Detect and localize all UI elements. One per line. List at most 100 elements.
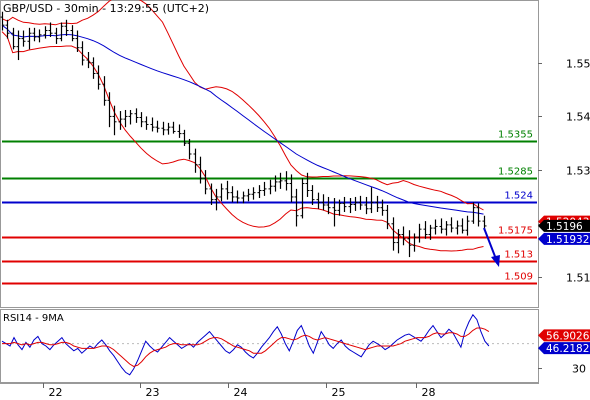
- candle: [193, 148, 198, 173]
- candle: [273, 175, 278, 192]
- candle: [0, 11, 5, 31]
- candle: [342, 196, 347, 212]
- x-tick-label: 24: [234, 386, 248, 399]
- candle: [107, 92, 112, 128]
- candle: [326, 196, 331, 215]
- rsi-title: RSI14 - 9MA: [3, 313, 64, 324]
- level-label: 1.509: [504, 272, 533, 283]
- candle: [439, 218, 444, 234]
- candle: [476, 203, 481, 227]
- levels-layer: 1.5355 1.5285 1.524 1.5175 1.513 1.509: [2, 130, 537, 285]
- candle: [112, 105, 117, 136]
- moving-average-line: [1, 24, 484, 215]
- candle: [353, 196, 358, 211]
- candle: [391, 217, 396, 251]
- upper-band-line: [1, 0, 484, 211]
- level-label: 1.5285: [498, 167, 533, 178]
- candle: [64, 19, 69, 36]
- candle: [375, 195, 380, 212]
- price-panel-frame: [0, 0, 539, 308]
- candle: [251, 187, 256, 200]
- rsi-value-tag: 56.9026: [538, 329, 590, 342]
- candle: [380, 199, 385, 216]
- candle: [11, 27, 16, 50]
- candle: [268, 179, 273, 195]
- candle: [444, 221, 449, 236]
- candle: [32, 27, 37, 42]
- y-tick-label: 1.54: [566, 111, 590, 124]
- candle: [358, 195, 363, 210]
- y-ticks-layer: 1.551.541.531.521.51: [538, 58, 590, 285]
- candle: [423, 221, 428, 239]
- candle: [118, 111, 123, 130]
- candle: [246, 188, 251, 202]
- candle: [369, 187, 374, 214]
- price-tag: 1.5196: [538, 219, 590, 233]
- x-tick-label: 23: [146, 386, 160, 399]
- candle: [37, 29, 42, 43]
- candle: [230, 186, 235, 203]
- candle: [150, 117, 155, 132]
- y-tick-label: 1.51: [566, 272, 590, 285]
- candle: [166, 122, 171, 135]
- candle: [96, 65, 101, 90]
- candle: [401, 226, 406, 246]
- candle: [284, 171, 289, 191]
- rsi-ma-line: [2, 327, 490, 367]
- candle: [161, 121, 166, 136]
- down-arrow-icon: [483, 227, 500, 267]
- candle: [305, 172, 310, 197]
- candle: [300, 178, 305, 219]
- candle: [316, 192, 321, 209]
- x-tick-label: 25: [332, 386, 346, 399]
- rsi-line: [1, 313, 490, 376]
- candle: [203, 170, 208, 195]
- candle: [278, 172, 283, 189]
- candle: [134, 108, 139, 123]
- candle: [139, 112, 144, 128]
- candle: [5, 19, 10, 39]
- candle: [225, 180, 230, 200]
- candle: [433, 219, 438, 235]
- candle: [214, 188, 219, 211]
- candle: [59, 22, 64, 42]
- candle: [70, 25, 75, 42]
- candle: [396, 229, 401, 254]
- level-label: 1.5175: [498, 226, 533, 237]
- level-label: 1.524: [504, 191, 533, 202]
- x-tick-label: 28: [422, 386, 436, 399]
- level-label: 1.513: [504, 250, 533, 261]
- candle: [27, 27, 32, 50]
- candle: [80, 41, 85, 66]
- rsi-panel-frame: [0, 309, 539, 383]
- candle: [460, 218, 465, 234]
- candle: [412, 233, 417, 252]
- x-ticks-layer: 22 23 24 25 28: [43, 383, 436, 399]
- candle: [155, 120, 160, 133]
- candle: [48, 22, 53, 37]
- candle: [348, 198, 353, 214]
- candle: [428, 224, 433, 240]
- candle: [364, 196, 369, 215]
- candle: [449, 217, 454, 233]
- candle: [332, 198, 337, 227]
- candle: [262, 181, 267, 196]
- rsi-value-tag: 46.2182: [538, 342, 590, 355]
- x-tick-label: 22: [49, 386, 63, 399]
- candle: [128, 109, 133, 125]
- candle: [102, 76, 107, 106]
- candle: [86, 52, 91, 69]
- candle: [123, 109, 128, 128]
- candle: [235, 190, 240, 204]
- rsi-value-label: 46.2182: [546, 343, 589, 355]
- candle: [171, 121, 176, 134]
- candle: [144, 116, 149, 130]
- candle: [471, 202, 476, 224]
- chart-title: GBP/USD - 30min - 13:29:55 (UTC+2): [3, 2, 209, 15]
- candle: [417, 223, 422, 243]
- candle: [407, 230, 412, 258]
- candle: [294, 188, 299, 227]
